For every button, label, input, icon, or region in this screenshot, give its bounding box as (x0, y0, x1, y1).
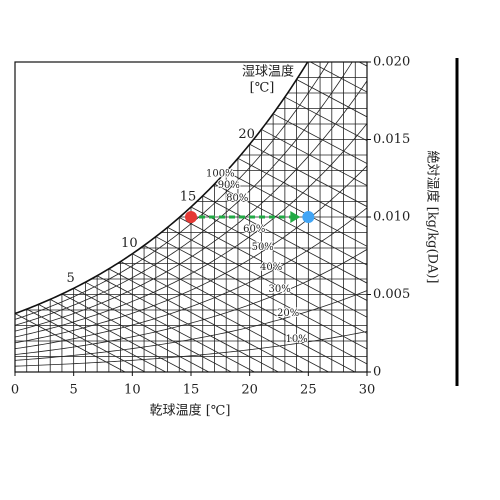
y-tick-label: 0.015 (373, 132, 410, 147)
wet-bulb-label: 20 (238, 127, 255, 142)
wet-bulb-line (50, 299, 188, 372)
x-axis-label: 乾球温度 [℃] (150, 403, 231, 419)
wet-bulb-line (108, 268, 304, 372)
wet-bulb-label: 10 (121, 236, 138, 251)
rh-curve (15, 62, 367, 326)
x-tick-label: 15 (183, 383, 200, 398)
rh-label: 80% (226, 193, 248, 204)
rh-curve (15, 62, 367, 320)
x-tick-label: 30 (359, 383, 376, 398)
wet-bulb-label: 5 (67, 271, 75, 286)
wet-bulb-line (190, 206, 367, 372)
rh-label: 10% (285, 334, 307, 345)
wet-bulb-line (237, 157, 367, 372)
x-tick-label: 0 (11, 383, 19, 398)
rh-curve (15, 123, 367, 338)
arrow-head (290, 211, 301, 223)
wet-bulb-line (202, 195, 367, 372)
wet-bulb-line (167, 227, 367, 372)
wet-bulb-line (61, 293, 209, 372)
wet-bulb-unit: [℃] (250, 81, 275, 96)
saturation-curve (15, 62, 309, 315)
rh-curve (15, 80, 367, 332)
y-tick-label: 0.010 (373, 210, 410, 225)
rh-curve (15, 249, 367, 355)
state-point (185, 211, 197, 223)
wet-bulb-line (85, 281, 255, 372)
x-tick-label: 20 (241, 383, 258, 398)
wet-bulb-line (26, 308, 146, 372)
y-axis-label: 絶対湿度 [kg/kg(DA)] (425, 150, 441, 283)
rh-label: 90% (218, 180, 240, 191)
rh-label: 100% (206, 168, 235, 179)
x-tick-label: 10 (124, 383, 141, 398)
x-tick-label: 25 (300, 383, 317, 398)
wet-bulb-line (261, 129, 367, 372)
y-tick-label: 0 (373, 365, 381, 380)
rh-curve (15, 331, 367, 367)
wet-bulb-line (120, 261, 329, 372)
y-tick-label: 0.005 (373, 287, 410, 302)
rh-label: 60% (243, 224, 265, 235)
wet-bulb-line (38, 304, 166, 372)
rh-curve (15, 290, 367, 361)
wet-bulb-line (73, 287, 232, 372)
rh-label: 20% (277, 308, 299, 319)
wet-bulb-line (331, 62, 367, 372)
rh-curve (15, 207, 367, 350)
rh-label: 40% (260, 262, 282, 273)
wet-bulb-title: 湿球温度 (242, 64, 294, 80)
state-point (302, 211, 315, 223)
wet-bulb-label: 15 (180, 189, 197, 204)
y-tick-label: 0.020 (373, 55, 410, 70)
wet-bulb-line (132, 253, 356, 372)
wet-bulb-line (249, 143, 367, 372)
rh-label: 50% (252, 242, 274, 253)
x-tick-label: 5 (70, 383, 78, 398)
wet-bulb-line (143, 245, 367, 372)
wet-bulb-line (272, 113, 367, 372)
wet-bulb-line (155, 236, 367, 372)
rh-label: 30% (269, 284, 291, 295)
